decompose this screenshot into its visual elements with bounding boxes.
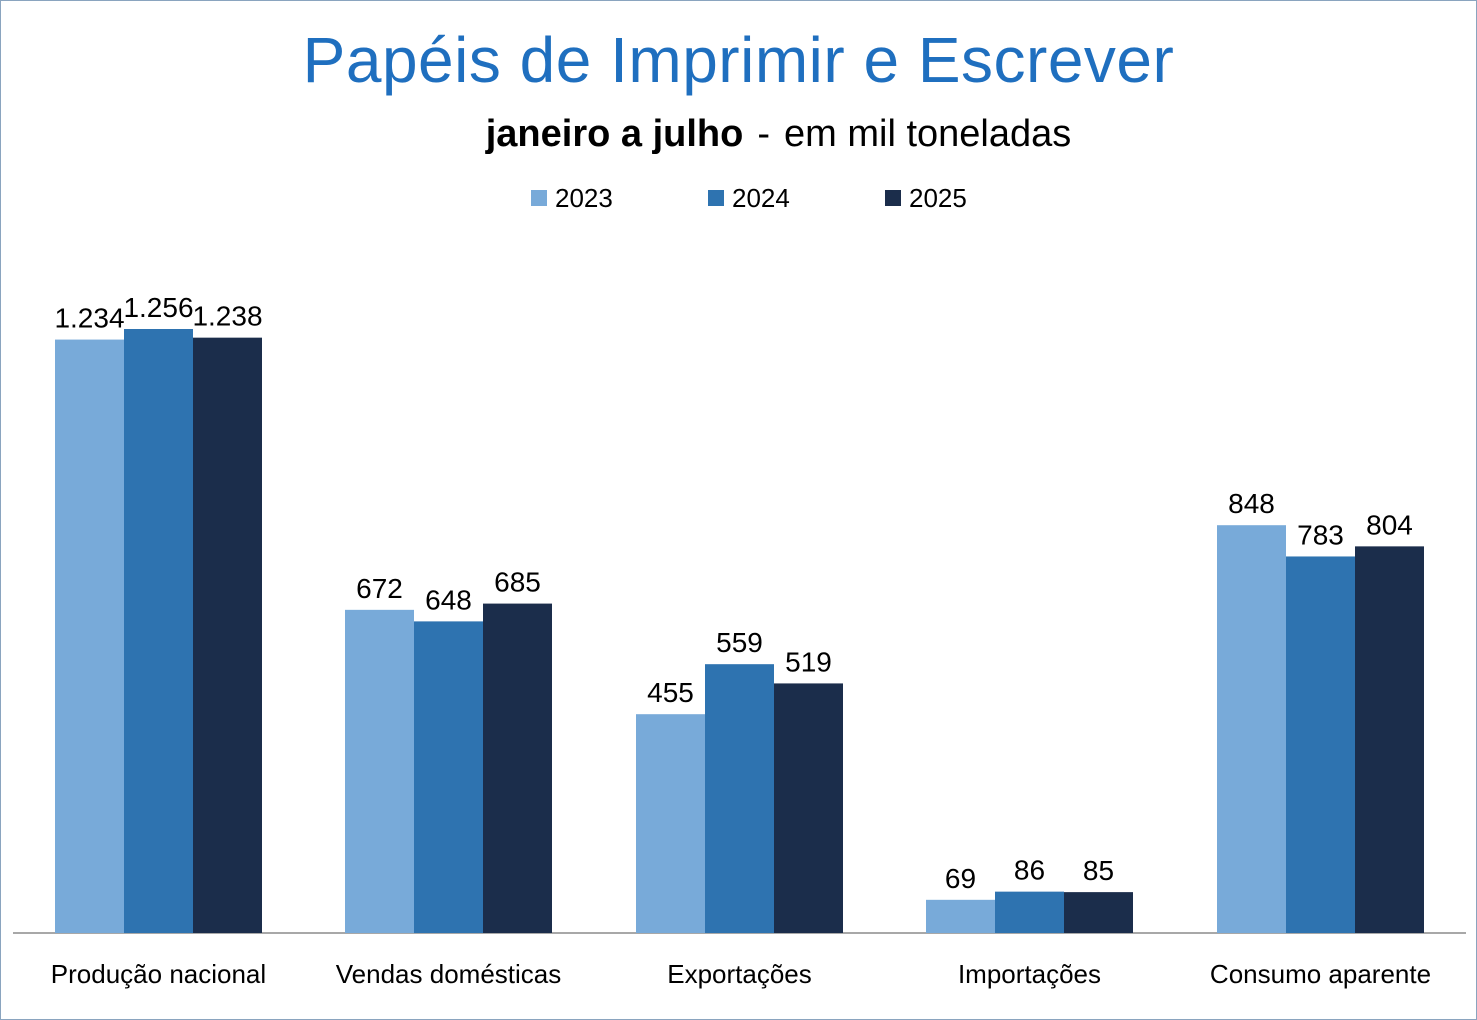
subtitle-unit: em mil toneladas: [784, 113, 1072, 155]
subtitle-separator: -: [757, 113, 770, 155]
bar-2025-3: [1064, 892, 1133, 933]
data-label-2023-4: 848: [1228, 488, 1275, 519]
data-label-2023-2: 455: [647, 677, 694, 708]
legend-item-2025: 2025: [885, 181, 1062, 215]
category-label-2: Exportações: [667, 959, 812, 989]
data-label-2025-2: 519: [785, 646, 832, 677]
data-label-2023-0: 1.234: [54, 303, 124, 334]
bar-2023-2: [636, 714, 705, 933]
chart-title: Papéis de Imprimir e Escrever: [302, 24, 1175, 96]
data-label-2025-3: 85: [1083, 855, 1114, 886]
bar-2025-4: [1355, 546, 1424, 933]
bar-2023-0: [55, 339, 124, 934]
legend-swatch-2023: [531, 190, 547, 206]
category-label-0: Produção nacional: [51, 959, 266, 989]
data-label-2024-2: 559: [716, 627, 763, 658]
bar-2024-0: [124, 329, 193, 933]
bar-2024-1: [414, 621, 483, 933]
chart-legend: 2023 2024 2025: [531, 181, 1062, 215]
category-label-3: Importações: [958, 959, 1101, 989]
legend-label-2024: 2024: [732, 182, 790, 213]
legend-swatch-2025: [885, 190, 901, 206]
bar-2024-3: [995, 891, 1064, 933]
category-label-4: Consumo aparente: [1210, 959, 1431, 989]
legend-label-2023: 2023: [555, 182, 613, 213]
bar-2024-4: [1286, 556, 1355, 933]
legend-item-2023: 2023: [531, 181, 708, 215]
bar-2025-0: [193, 337, 262, 934]
data-label-2025-1: 685: [494, 567, 541, 598]
data-label-2024-0: 1.256: [123, 292, 193, 323]
bar-2023-4: [1217, 525, 1286, 933]
bar-2025-2: [774, 683, 843, 933]
data-label-2024-4: 783: [1297, 519, 1344, 550]
data-label-2024-1: 648: [425, 584, 472, 615]
bar-2023-3: [926, 899, 995, 933]
data-label-2023-3: 69: [945, 863, 976, 894]
subtitle-period: janeiro a julho: [485, 113, 744, 155]
data-label-2025-4: 804: [1366, 509, 1413, 540]
legend-label-2025: 2025: [909, 182, 967, 213]
category-label-1: Vendas domésticas: [336, 959, 561, 989]
bar-2023-1: [345, 609, 414, 933]
chart-subtitle: janeiro a julho - em mil toneladas: [1, 113, 1476, 156]
data-label-2025-0: 1.238: [192, 301, 262, 332]
bar-2024-2: [705, 664, 774, 933]
legend-swatch-2024: [708, 190, 724, 206]
data-label-2024-3: 86: [1014, 855, 1045, 886]
data-label-2023-1: 672: [356, 573, 403, 604]
legend-item-2024: 2024: [708, 181, 885, 215]
bar-2025-1: [483, 603, 552, 933]
